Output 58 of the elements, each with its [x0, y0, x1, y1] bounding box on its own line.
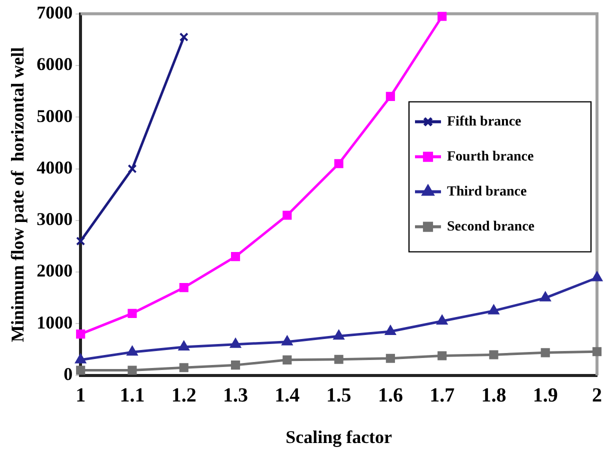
y-tick-label: 4000	[36, 157, 73, 178]
point	[540, 348, 550, 358]
x-tick-label: 1.4	[274, 384, 300, 407]
y-tick-label: 7000	[36, 2, 73, 22]
point	[282, 336, 292, 346]
point	[385, 325, 396, 335]
x-tick-label: 1.9	[532, 384, 558, 407]
x-tick-label: 1.8	[481, 384, 506, 407]
point	[488, 304, 500, 314]
x-tick-label: 1.7	[430, 384, 455, 407]
point	[334, 354, 344, 364]
point	[179, 363, 188, 372]
y-axis-title: Minimum flow pate of horizontal well	[7, 47, 28, 342]
legend-label: Third brance	[447, 184, 527, 200]
point	[386, 354, 395, 363]
x-tick-label: 1	[76, 384, 86, 407]
point	[178, 340, 190, 350]
legend-label: Fourth brance	[447, 149, 534, 164]
y-tick-label: 2000	[36, 260, 73, 281]
x-tick-label: 1.3	[223, 384, 248, 407]
y-tick-label: 1000	[36, 312, 73, 332]
point	[76, 330, 86, 339]
point	[282, 355, 292, 364]
point	[128, 164, 137, 174]
point	[592, 272, 602, 282]
point	[128, 366, 137, 375]
point	[436, 315, 448, 325]
point	[126, 346, 138, 356]
legend-label: Second brance	[447, 219, 534, 234]
point	[333, 330, 344, 340]
x-tick-label: 1.5	[326, 384, 352, 407]
y-tick-label: 3000	[36, 209, 73, 230]
point	[230, 252, 240, 262]
y-tick-label: 5000	[36, 106, 73, 126]
x-tick-label: 1.2	[171, 384, 196, 407]
x-tick-label: 1.6	[378, 384, 403, 407]
x-tick-label: 2	[592, 384, 602, 407]
point	[592, 347, 602, 356]
point	[128, 308, 137, 318]
point	[75, 354, 86, 364]
point	[334, 159, 344, 168]
point	[489, 350, 498, 360]
x-tick-label: 1.1	[120, 384, 145, 407]
point	[76, 366, 86, 375]
point	[230, 338, 241, 348]
point	[282, 210, 292, 220]
point	[179, 283, 188, 292]
legend-label: Fifth brance	[447, 114, 522, 130]
point	[438, 351, 447, 360]
point	[76, 236, 86, 246]
point	[179, 32, 188, 42]
point	[230, 360, 240, 370]
point	[386, 92, 395, 101]
point	[540, 292, 551, 302]
y-tick-label: 6000	[36, 54, 73, 74]
x-axis-title: Scaling factor	[286, 426, 392, 447]
y-tick-label: 0	[64, 364, 73, 384]
point	[438, 12, 447, 21]
